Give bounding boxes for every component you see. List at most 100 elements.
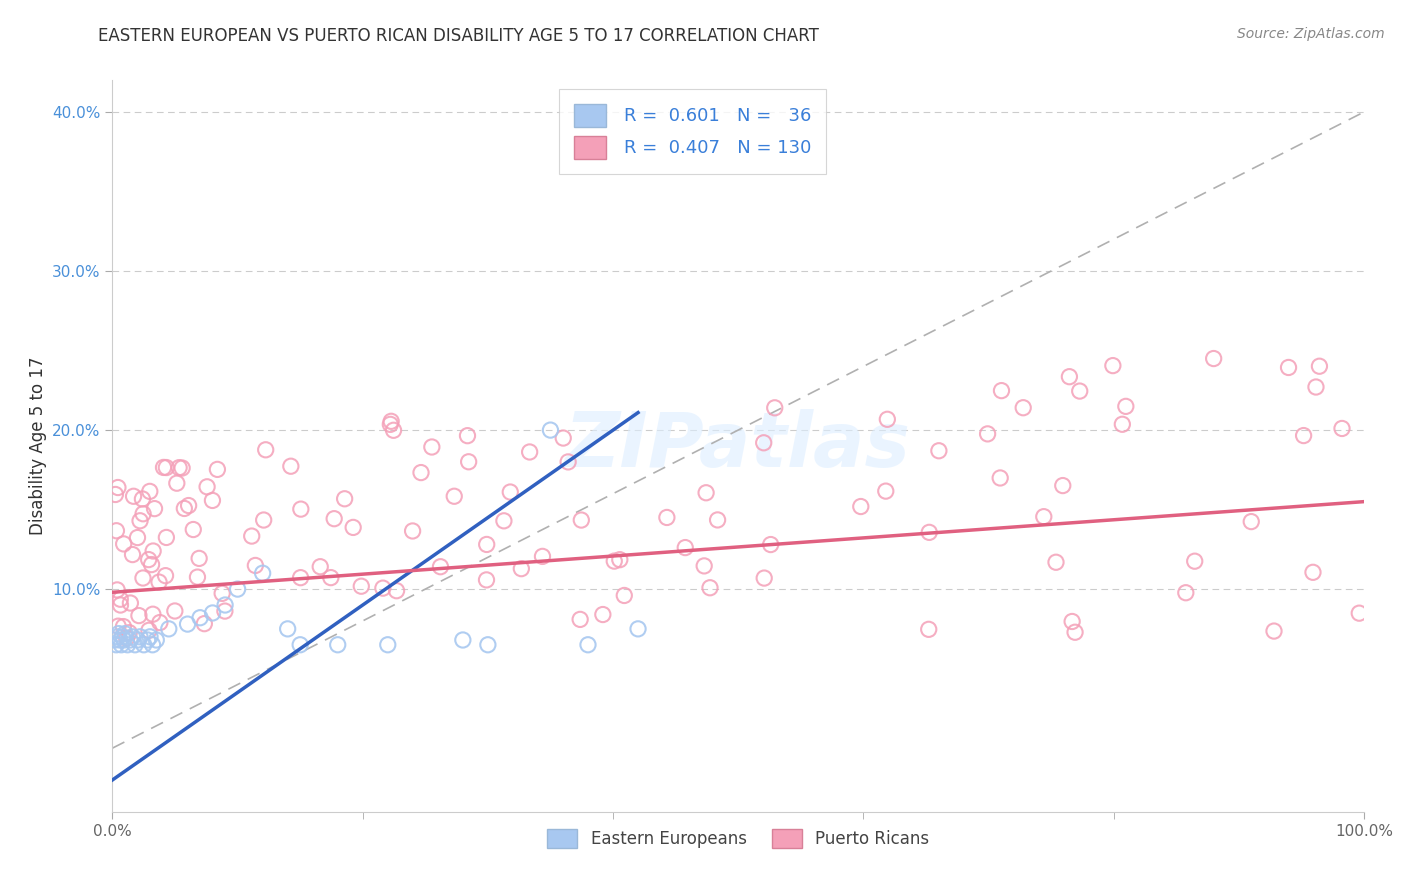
Point <box>145 632 167 647</box>
Point <box>576 638 599 652</box>
Point <box>569 513 592 527</box>
Point <box>157 622 180 636</box>
Point <box>519 445 541 459</box>
Point <box>176 617 198 632</box>
Point <box>172 461 194 475</box>
Point <box>290 571 312 585</box>
Point <box>382 423 405 437</box>
Point <box>136 632 159 647</box>
Point <box>1348 606 1371 620</box>
Point <box>695 485 717 500</box>
Point <box>475 573 498 587</box>
Point <box>1052 478 1074 492</box>
Point <box>319 571 342 585</box>
Point <box>627 622 650 636</box>
Point <box>110 598 132 612</box>
Point <box>1115 400 1137 414</box>
Point <box>333 491 356 506</box>
Point <box>107 626 129 640</box>
Point <box>1174 585 1197 599</box>
Point <box>1064 625 1087 640</box>
Point <box>988 471 1011 485</box>
Point <box>1305 380 1327 394</box>
Point <box>918 623 941 637</box>
Point <box>129 514 152 528</box>
Point <box>155 531 177 545</box>
Point <box>699 581 721 595</box>
Point <box>132 638 155 652</box>
Point <box>118 632 141 647</box>
Text: ZIPatlas: ZIPatlas <box>565 409 911 483</box>
Point <box>112 632 135 647</box>
Point <box>181 523 204 537</box>
Point <box>557 455 579 469</box>
Point <box>211 586 233 600</box>
Point <box>111 630 134 644</box>
Point <box>385 583 408 598</box>
Point <box>121 548 143 562</box>
Point <box>110 592 132 607</box>
Point <box>188 611 211 625</box>
Point <box>105 582 128 597</box>
Point <box>167 460 190 475</box>
Point <box>706 513 728 527</box>
Point <box>132 507 155 521</box>
Point <box>290 638 312 652</box>
Point <box>429 559 451 574</box>
Point <box>1045 555 1067 569</box>
Point <box>107 619 129 633</box>
Point <box>990 384 1012 398</box>
Point <box>609 552 631 566</box>
Point <box>207 462 229 476</box>
Point <box>201 493 224 508</box>
Point <box>115 631 138 645</box>
Point <box>1012 401 1035 415</box>
Point <box>1240 515 1263 529</box>
Point <box>456 428 478 442</box>
Point <box>254 442 277 457</box>
Point <box>457 455 479 469</box>
Point <box>1069 384 1091 398</box>
Point <box>492 514 515 528</box>
Point <box>918 525 941 540</box>
Point <box>759 537 782 551</box>
Point <box>409 466 432 480</box>
Point <box>108 632 131 647</box>
Text: EASTERN EUROPEAN VS PUERTO RICAN DISABILITY AGE 5 TO 17 CORRELATION CHART: EASTERN EUROPEAN VS PUERTO RICAN DISABIL… <box>98 27 820 45</box>
Point <box>104 487 127 501</box>
Point <box>186 570 208 584</box>
Point <box>371 581 394 595</box>
Point <box>214 604 236 618</box>
Point <box>1062 615 1084 629</box>
Point <box>1032 509 1054 524</box>
Point <box>1330 421 1353 435</box>
Point <box>538 423 561 437</box>
Point <box>120 596 142 610</box>
Point <box>420 440 443 454</box>
Point <box>141 638 163 652</box>
Point <box>1308 359 1330 374</box>
Point <box>155 460 177 475</box>
Point <box>107 630 129 644</box>
Point <box>323 511 346 525</box>
Point <box>875 484 897 499</box>
Point <box>1277 360 1299 375</box>
Point <box>350 579 373 593</box>
Point <box>443 489 465 503</box>
Point <box>531 549 554 564</box>
Point <box>138 552 160 566</box>
Point <box>380 414 402 428</box>
Point <box>290 502 312 516</box>
Point <box>1302 566 1324 580</box>
Point <box>693 558 716 573</box>
Y-axis label: Disability Age 5 to 17: Disability Age 5 to 17 <box>28 357 46 535</box>
Point <box>592 607 614 622</box>
Point <box>252 566 274 581</box>
Point <box>112 619 135 633</box>
Point <box>754 571 776 585</box>
Point <box>139 630 162 644</box>
Point <box>342 520 364 534</box>
Point <box>245 558 267 573</box>
Point <box>1059 369 1081 384</box>
Text: Source: ZipAtlas.com: Source: ZipAtlas.com <box>1237 27 1385 41</box>
